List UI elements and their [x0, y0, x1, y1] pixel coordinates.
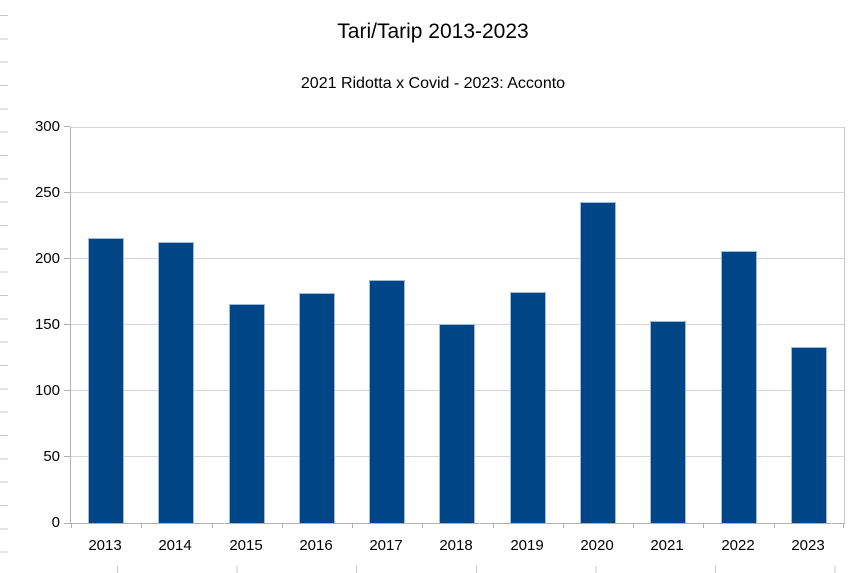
y-axis-label-50: 50 [43, 448, 60, 465]
y-axis-tick-150 [64, 324, 70, 325]
y-axis-label-150: 150 [34, 316, 60, 333]
x-axis-label-2022: 2022 [721, 537, 755, 554]
y-axis-tick-250 [64, 192, 70, 193]
x-axis-tick-3 [282, 523, 283, 528]
x-axis-tick-end [843, 523, 844, 528]
y-axis-tick-0 [64, 523, 70, 524]
chart-subtitle: 2021 Ridotta x Covid - 2023: Acconto [300, 75, 566, 92]
x-axis-tick-5 [422, 523, 423, 528]
chart-title: Tari/Tarip 2013-2023 [337, 20, 529, 43]
gridline-300 [71, 127, 844, 128]
x-axis-label-2016: 2016 [299, 537, 333, 554]
y-axis-label-250: 250 [34, 184, 60, 201]
bar-2016 [299, 293, 335, 523]
bar-2013 [88, 238, 124, 523]
bar-2020 [580, 202, 616, 523]
x-axis-tick-10 [774, 523, 775, 528]
bar-2022 [721, 251, 757, 523]
x-axis-tick-8 [633, 523, 634, 528]
x-axis-label-2020: 2020 [580, 537, 614, 554]
y-axis-tick-50 [64, 456, 70, 457]
x-axis-tick-4 [352, 523, 353, 528]
x-axis-label-2015: 2015 [229, 537, 263, 554]
x-axis-tick-9 [703, 523, 704, 528]
bar-2017 [369, 280, 405, 523]
x-axis-tick-0 [71, 523, 72, 528]
x-axis-label-2018: 2018 [439, 537, 473, 554]
bar-2019 [510, 292, 546, 523]
y-axis-label-200: 200 [34, 250, 60, 267]
gridline-200 [71, 258, 844, 259]
x-axis-label-2013: 2013 [88, 537, 122, 554]
y-axis-label-300: 300 [34, 118, 60, 135]
x-axis-tick-2 [212, 523, 213, 528]
plot-area [64, 126, 845, 528]
x-axis-label-2017: 2017 [369, 537, 403, 554]
bar-2014 [158, 242, 194, 523]
x-axis-label-2019: 2019 [510, 537, 544, 554]
bar-2023 [791, 347, 827, 523]
spreadsheet-row-ticks [0, 15, 8, 553]
y-axis-tick-200 [64, 258, 70, 259]
bar-2021 [650, 321, 686, 523]
y-axis-tick-300 [64, 126, 70, 127]
x-axis-label-2014: 2014 [158, 537, 192, 554]
x-axis-label-2021: 2021 [650, 537, 684, 554]
x-axis-tick-7 [563, 523, 564, 528]
y-axis-label-0: 0 [51, 514, 60, 531]
bar-2015 [229, 304, 265, 523]
y-axis-label-100: 100 [34, 382, 60, 399]
bar-2018 [439, 324, 475, 523]
x-axis-tick-6 [493, 523, 494, 528]
x-axis-tick-1 [141, 523, 142, 528]
y-axis-tick-100 [64, 390, 70, 391]
gridline-250 [71, 192, 844, 193]
spreadsheet-column-ticks [117, 566, 836, 573]
x-axis-label-2023: 2023 [791, 537, 825, 554]
